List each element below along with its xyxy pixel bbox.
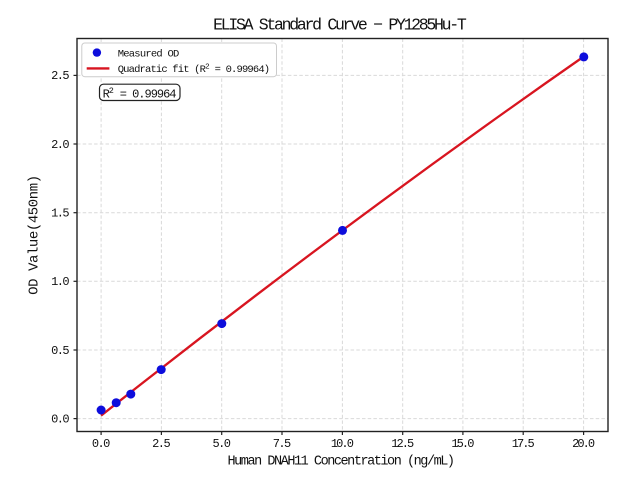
svg-text:1.5: 1.5: [51, 207, 70, 221]
svg-text:Human DNAH11 Concentration (ng: Human DNAH11 Concentration (ng/mL): [228, 455, 456, 470]
svg-text:10.0: 10.0: [331, 437, 354, 451]
svg-text:Quadratic fit (R2 = 0.99964): Quadratic fit (R2 = 0.99964): [118, 63, 270, 76]
svg-text:OD Value(450nm): OD Value(450nm): [27, 175, 43, 295]
svg-text:0.5: 0.5: [51, 344, 70, 358]
svg-text:2.0: 2.0: [51, 138, 70, 152]
svg-text:Measured OD: Measured OD: [118, 48, 180, 60]
svg-text:2.5: 2.5: [152, 437, 171, 451]
svg-text:ELISA Standard Curve − PY1285H: ELISA Standard Curve − PY1285Hu-T: [213, 16, 467, 35]
svg-text:0.0: 0.0: [92, 437, 111, 451]
svg-text:17.5: 17.5: [512, 437, 535, 451]
svg-text:20.0: 20.0: [572, 437, 595, 451]
svg-text:0.0: 0.0: [51, 412, 70, 426]
svg-text:2.5: 2.5: [51, 69, 70, 83]
svg-text:5.0: 5.0: [212, 437, 231, 451]
svg-text:1.0: 1.0: [51, 275, 70, 289]
svg-text:12.5: 12.5: [391, 437, 414, 451]
svg-text:7.5: 7.5: [273, 437, 292, 451]
svg-text:15.0: 15.0: [451, 437, 474, 451]
svg-text:R2 = 0.99964: R2 = 0.99964: [103, 86, 177, 101]
